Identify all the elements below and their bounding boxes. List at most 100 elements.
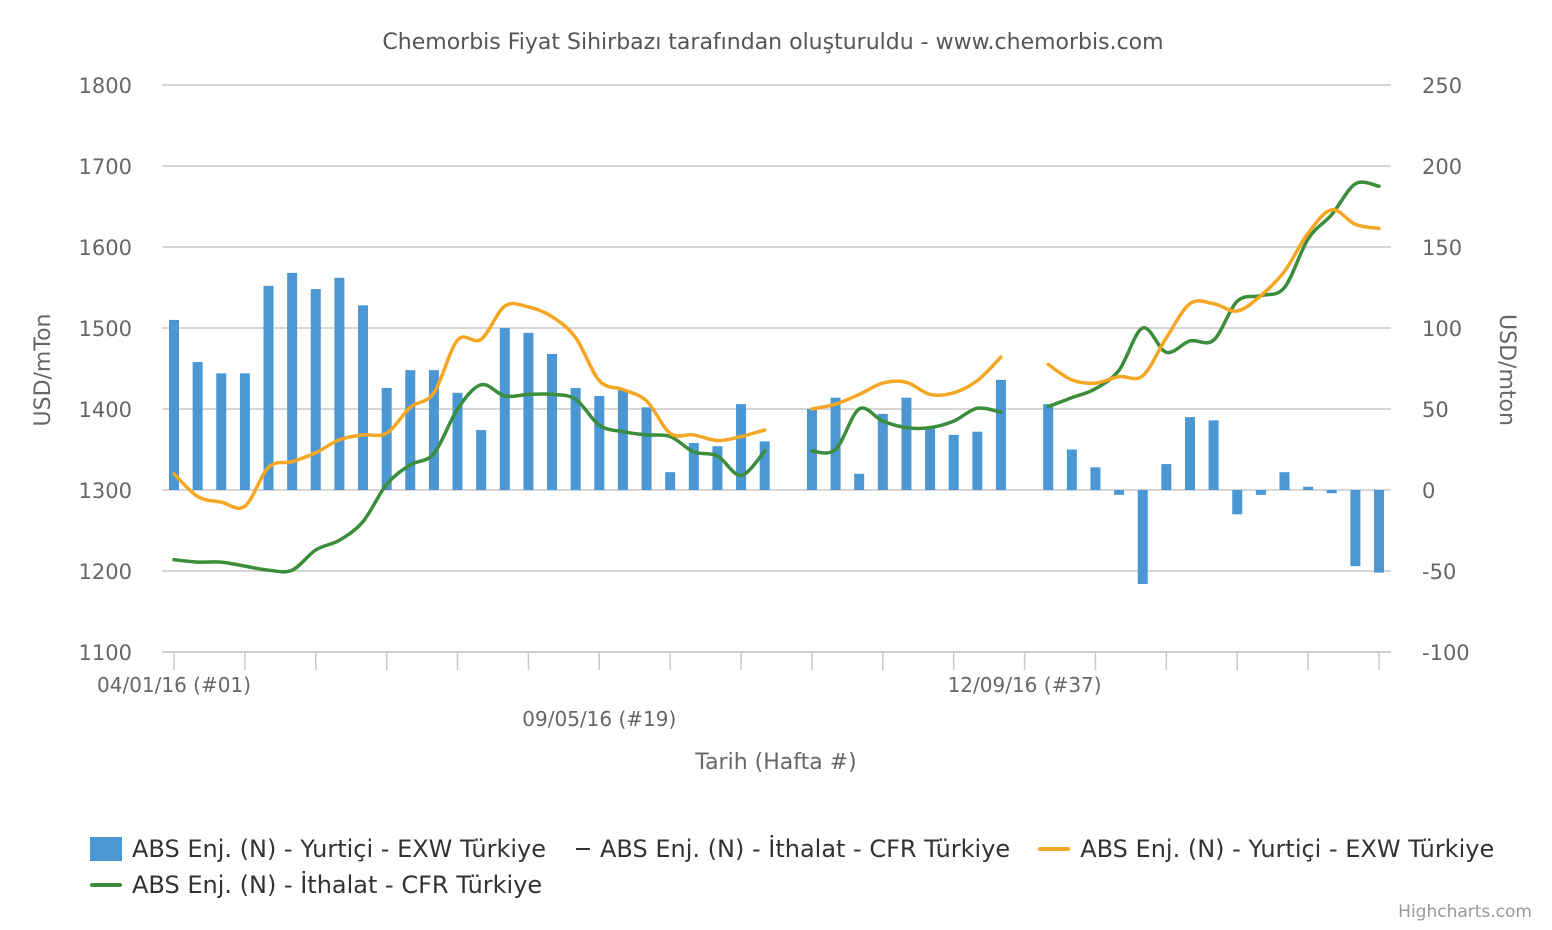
right-tick-label: 200 <box>1422 155 1462 179</box>
bar <box>854 473 865 490</box>
domestic-exw-line <box>1046 207 1381 385</box>
bar <box>1303 486 1314 490</box>
legend-item-import-dash[interactable]: ABS Enj. (N) - İthalat - CFR Türkiye <box>574 835 1010 863</box>
bar <box>1114 490 1125 495</box>
bar <box>334 277 345 490</box>
legend-row: ABS Enj. (N) - Yurtiçi - EXW Türkiye ABS… <box>90 834 1510 864</box>
bar <box>310 289 321 490</box>
bar <box>405 370 416 490</box>
bar <box>570 387 581 490</box>
bar <box>169 319 179 490</box>
bar <box>1161 464 1172 490</box>
legend-dash-symbol <box>576 848 591 850</box>
left-tick-label: 1700 <box>79 155 132 179</box>
legend-bar-symbol <box>90 837 122 861</box>
left-tick-label: 1400 <box>79 398 132 422</box>
bar <box>1326 490 1337 494</box>
left-tick-label: 1300 <box>79 479 132 503</box>
domestic-exw-line <box>810 355 1003 411</box>
chart-canvas: Chemorbis Fiyat Sihirbazı tarafından olu… <box>31 30 1519 775</box>
import-cfr-line <box>1046 180 1381 409</box>
bar <box>523 332 534 490</box>
right-axis-tick-labels: 250 200 150 100 50 0 -50 -100 <box>1422 74 1470 665</box>
right-axis-title: USD/mton <box>1494 314 1519 426</box>
left-axis-tick-labels: 1800 1700 1600 1500 1400 1300 1200 1100 <box>79 74 132 665</box>
bar <box>1374 490 1384 573</box>
bar <box>358 305 369 490</box>
legend-line-symbol <box>90 883 122 887</box>
chart-title: Chemorbis Fiyat Sihirbazı tarafından olu… <box>382 30 1163 55</box>
right-tick-label: 150 <box>1422 236 1462 260</box>
bar <box>287 272 298 490</box>
legend-label: ABS Enj. (N) - Yurtiçi - EXW Türkiye <box>132 835 547 863</box>
bar <box>736 404 747 490</box>
bar <box>995 379 1006 490</box>
bar <box>1043 404 1054 490</box>
x-axis: 04/01/16 (#01) 09/05/16 (#19) 12/09/16 (#3… <box>97 651 1391 731</box>
bar <box>499 328 510 490</box>
domestic-exw-line <box>172 301 767 510</box>
bar <box>948 434 959 490</box>
legend-label: ABS Enj. (N) - İthalat - CFR Türkiye <box>600 835 1011 863</box>
bar <box>759 441 770 490</box>
bar <box>428 370 439 490</box>
legend-line-symbol <box>1038 847 1071 851</box>
left-axis-title: USD/mTon <box>31 314 56 427</box>
left-tick-label: 1600 <box>79 236 132 260</box>
right-tick-label: 0 <box>1422 479 1435 503</box>
bar <box>1090 467 1101 490</box>
bar <box>239 373 250 490</box>
bar <box>877 413 888 490</box>
bar <box>192 362 203 490</box>
legend: ABS Enj. (N) - Yurtiçi - EXW Türkiye ABS… <box>90 834 1510 906</box>
import-cfr-line <box>810 406 1003 455</box>
left-tick-label: 1200 <box>79 560 132 584</box>
right-tick-label: 50 <box>1422 398 1449 422</box>
legend-item-import-line[interactable]: ABS Enj. (N) - İthalat - CFR Türkiye <box>90 871 542 899</box>
bar <box>830 397 841 490</box>
x-tick-label: 12/09/16 (#37) <box>948 673 1102 697</box>
bar <box>452 392 463 490</box>
bar <box>1066 449 1077 490</box>
bar <box>688 443 699 490</box>
right-tick-label: -50 <box>1422 560 1456 584</box>
bar <box>1137 490 1148 584</box>
legend-label: ABS Enj. (N) - İthalat - CFR Türkiye <box>132 871 543 899</box>
bar <box>216 373 227 490</box>
left-tick-label: 1800 <box>79 74 132 98</box>
left-tick-label: 1100 <box>79 641 132 665</box>
grid-lines <box>162 84 1391 653</box>
bar <box>641 407 652 490</box>
bar <box>1208 420 1219 490</box>
line-series <box>172 180 1381 574</box>
bar <box>1184 417 1195 490</box>
bar <box>1279 472 1290 490</box>
bar <box>617 389 628 490</box>
bar <box>547 353 558 490</box>
bar <box>594 396 605 490</box>
bar-series <box>169 272 1384 584</box>
bar <box>1350 490 1361 567</box>
left-tick-label: 1500 <box>79 317 132 341</box>
credits-link[interactable]: Highcharts.com <box>1398 902 1532 922</box>
legend-label: ABS Enj. (N) - Yurtiçi - EXW Türkiye <box>1080 835 1495 863</box>
legend-item-domestic-line[interactable]: ABS Enj. (N) - Yurtiçi - EXW Türkiye <box>1038 835 1494 863</box>
bar <box>263 285 274 490</box>
x-tick-label: 04/01/16 (#01) <box>97 673 251 697</box>
legend-row: ABS Enj. (N) - İthalat - CFR Türkiye <box>90 870 1510 900</box>
x-axis-title: Tarih (Hafta #) <box>694 750 856 775</box>
right-tick-label: 100 <box>1422 317 1462 341</box>
bar <box>925 426 936 490</box>
right-tick-label: 250 <box>1422 74 1462 98</box>
bar <box>1255 490 1266 495</box>
bar <box>476 430 487 490</box>
legend-item-domestic-bar[interactable]: ABS Enj. (N) - Yurtiçi - EXW Türkiye <box>90 835 546 863</box>
bar <box>381 387 392 490</box>
bar <box>665 472 676 490</box>
bar <box>712 446 723 490</box>
x-tick-label: 09/05/16 (#19) <box>522 707 676 731</box>
bar <box>972 431 983 490</box>
import-cfr-line <box>172 382 767 574</box>
right-tick-label: -100 <box>1422 641 1470 665</box>
bar <box>901 397 912 490</box>
